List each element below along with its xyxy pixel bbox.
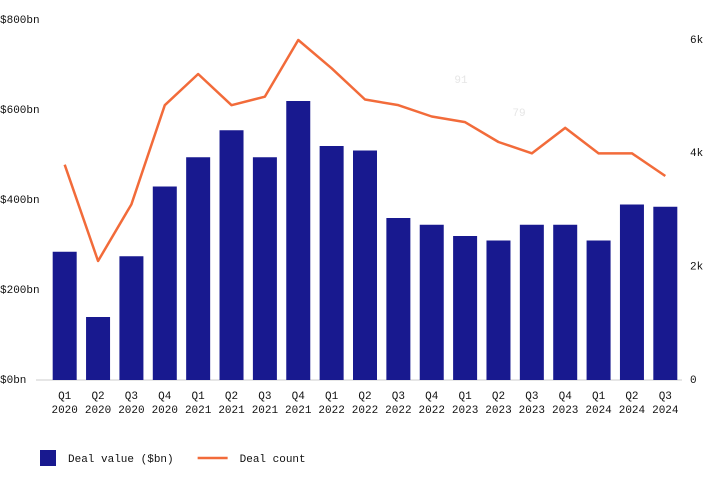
bar [386, 218, 411, 380]
bar [219, 130, 244, 380]
bar [119, 256, 144, 380]
x-tick-label: Q4 2023 [552, 391, 579, 417]
bar [86, 317, 111, 380]
x-tick-label: Q4 2021 [285, 391, 312, 417]
bar [419, 224, 444, 380]
bar [653, 206, 678, 380]
bar [519, 224, 544, 380]
legend-label: Deal value ($bn) [68, 454, 174, 466]
x-tick-label: Q1 2024 [585, 391, 612, 417]
bar [286, 101, 311, 380]
x-tick-label: Q3 2023 [518, 391, 546, 417]
annotation: 79 [512, 108, 525, 120]
y2-tick-label: 2k [690, 262, 704, 274]
bar [486, 240, 511, 380]
bar [319, 146, 344, 380]
x-tick-label: Q1 2022 [318, 391, 345, 417]
legend-swatch [40, 450, 56, 466]
bar [52, 251, 77, 380]
y-tick-label: $800bn [0, 15, 40, 27]
x-tick-label: Q2 2021 [218, 391, 245, 417]
x-tick-label: Q1 2023 [451, 391, 479, 417]
y2-tick-label: 4k [690, 148, 704, 160]
bar [252, 157, 277, 380]
bar [186, 157, 211, 380]
bar [619, 204, 644, 380]
x-tick-label: Q4 2022 [418, 391, 445, 417]
x-tick-label: Q2 2023 [485, 391, 512, 417]
x-tick-label: Q1 2021 [184, 391, 212, 417]
x-tick-label: Q4 2020 [151, 391, 178, 417]
x-tick-label: Q2 2024 [618, 391, 646, 417]
y-tick-label: $400bn [0, 195, 40, 207]
bar [152, 186, 177, 380]
bar [353, 150, 377, 380]
legend-label: Deal count [240, 454, 306, 466]
x-tick-label: Q3 2022 [385, 391, 412, 417]
x-tick-label: Q3 2021 [251, 391, 279, 417]
y-tick-label: $600bn [0, 105, 40, 117]
x-tick-label: Q1 2020 [51, 391, 78, 417]
bar [586, 240, 611, 380]
annotation: 91 [454, 75, 468, 87]
x-tick-label: Q2 2020 [84, 391, 112, 417]
bar [453, 236, 478, 380]
x-tick-label: Q3 2024 [652, 391, 679, 417]
line [63, 38, 667, 263]
y-tick-label: $200bn [0, 285, 40, 297]
bar [553, 224, 578, 380]
y-tick-label: $0bn [0, 375, 26, 387]
x-tick-label: Q3 2020 [118, 391, 145, 417]
y2-tick-label: 0 [690, 375, 697, 387]
x-tick-label: Q2 2022 [351, 391, 379, 417]
y2-tick-label: 6k [690, 35, 704, 47]
